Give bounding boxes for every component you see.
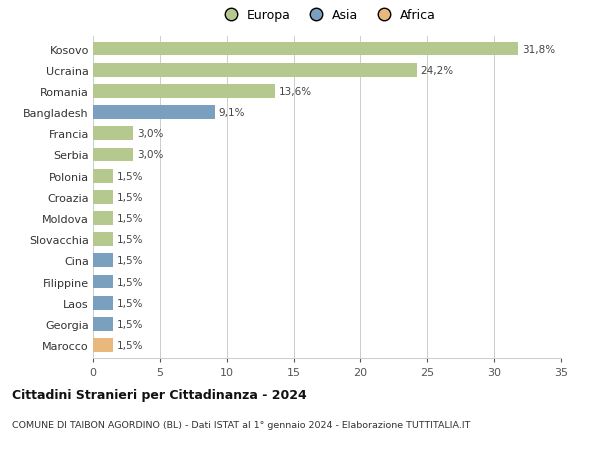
Text: 1,5%: 1,5% [117,235,143,245]
Text: 1,5%: 1,5% [117,192,143,202]
Text: 24,2%: 24,2% [421,66,454,76]
Bar [93,212,113,225]
Text: Cittadini Stranieri per Cittadinanza - 2024: Cittadini Stranieri per Cittadinanza - 2… [12,388,307,401]
Text: 3,0%: 3,0% [137,129,164,139]
Text: 1,5%: 1,5% [117,213,143,224]
Text: 1,5%: 1,5% [117,319,143,329]
Bar [93,254,113,268]
Bar [93,85,275,99]
Bar [93,275,113,289]
Bar [93,190,113,204]
Bar [93,64,416,78]
Text: 9,1%: 9,1% [218,108,245,118]
Text: 1,5%: 1,5% [117,277,143,287]
Bar [93,106,215,120]
Text: 3,0%: 3,0% [137,150,164,160]
Bar [93,169,113,183]
Bar [93,338,113,352]
Text: 13,6%: 13,6% [279,87,312,97]
Bar [93,43,518,56]
Text: COMUNE DI TAIBON AGORDINO (BL) - Dati ISTAT al 1° gennaio 2024 - Elaborazione TU: COMUNE DI TAIBON AGORDINO (BL) - Dati IS… [12,420,470,429]
Bar [93,296,113,310]
Text: 1,5%: 1,5% [117,256,143,266]
Bar [93,148,133,162]
Bar [93,127,133,141]
Bar [93,317,113,331]
Text: 1,5%: 1,5% [117,298,143,308]
Text: 31,8%: 31,8% [522,45,556,55]
Text: 1,5%: 1,5% [117,171,143,181]
Legend: Europa, Asia, Africa: Europa, Asia, Africa [214,5,440,28]
Text: 1,5%: 1,5% [117,340,143,350]
Bar [93,233,113,246]
